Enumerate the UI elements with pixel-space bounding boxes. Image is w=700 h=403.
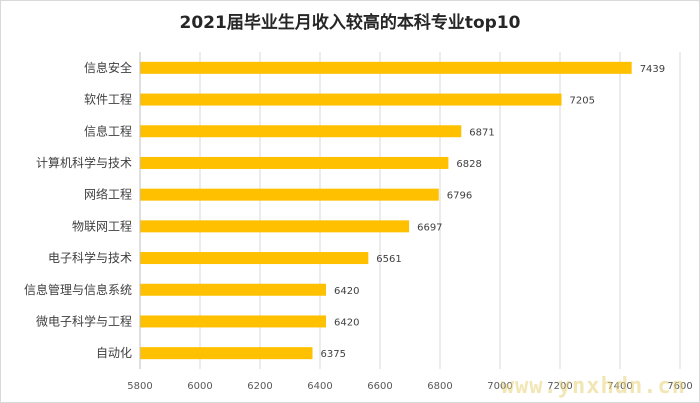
chart-title: 2021届毕业生月收入较高的本科专业top10 [179,13,521,33]
data-label: 6697 [417,222,442,233]
x-tick-label: 7600 [667,381,692,392]
data-label: 6420 [334,286,359,297]
category-label: 电子科学与技术 [48,250,132,265]
x-tick-label: 7000 [487,381,512,392]
x-tick-label: 7200 [547,381,572,392]
category-label: 物联网工程 [72,218,132,233]
category-label: 信息工程 [84,123,132,138]
category-label: 软件工程 [84,92,132,107]
data-label: 6796 [447,191,472,202]
category-label: 自动化 [96,346,132,360]
data-label: 7439 [640,64,665,75]
bar [140,93,562,106]
x-tick-label: 6000 [187,381,212,392]
bar [140,156,449,169]
bar [140,252,369,265]
data-label: 6375 [321,349,346,360]
bar [140,61,632,74]
category-label: 网络工程 [84,187,132,202]
data-label: 6420 [334,317,359,328]
x-tick-label: 6400 [307,381,332,392]
data-label: 7205 [570,96,595,107]
data-label: 6561 [376,254,401,265]
x-tick-label: 5800 [127,381,152,392]
category-label: 计算机科学与技术 [36,155,132,170]
bar [140,188,439,201]
x-tick-label: 6600 [367,381,392,392]
watermark: www.ynxhdn.cn [500,374,686,399]
x-tick-label: 7400 [607,381,632,392]
category-label: 微电子科学与工程 [36,313,132,328]
category-label: 信息管理与信息系统 [24,282,132,297]
bar [140,125,462,138]
bar [140,315,326,328]
category-label: 信息安全 [84,60,132,75]
x-tick-label: 6200 [247,381,272,392]
data-label: 6828 [456,159,481,170]
bar [140,347,313,360]
bar [140,220,410,233]
x-tick-label: 6800 [427,381,452,392]
bar [140,283,326,296]
data-label: 6871 [469,127,494,138]
